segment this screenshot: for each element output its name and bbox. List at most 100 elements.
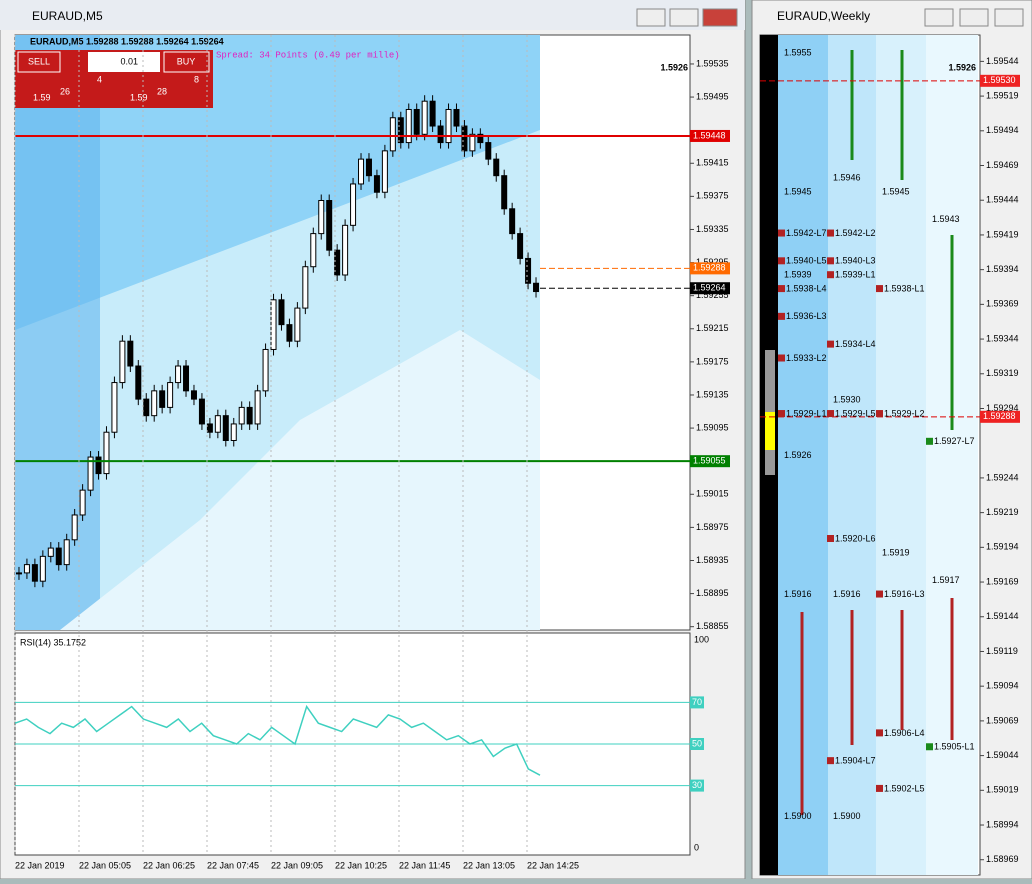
price-label: 1.59264 bbox=[693, 283, 726, 293]
candle-body bbox=[421, 100, 428, 135]
level-label: 1.5945 bbox=[784, 186, 812, 196]
candle-body bbox=[71, 514, 78, 541]
level-label: 1.5940-L3 bbox=[835, 256, 876, 266]
y-tick-label: 1.59094 bbox=[986, 681, 1019, 691]
minimize[interactable] bbox=[924, 8, 954, 27]
level-label: 1.5955 bbox=[784, 47, 812, 57]
level-label: 1.5900 bbox=[833, 811, 861, 821]
level-label: 1.5939 bbox=[784, 270, 812, 280]
candle-body bbox=[167, 382, 174, 408]
candle-body bbox=[63, 539, 70, 566]
y-tick-label: 1.59444 bbox=[986, 195, 1019, 205]
level-label: 1.5917 bbox=[932, 575, 960, 585]
candle-body bbox=[413, 108, 420, 135]
maximize[interactable] bbox=[959, 8, 989, 27]
level-box bbox=[778, 312, 785, 320]
x-tick-label: 22 Jan 13:05 bbox=[463, 860, 515, 870]
candle-body bbox=[389, 117, 396, 152]
level-label: 1.5900 bbox=[784, 811, 812, 821]
level-tag bbox=[690, 129, 730, 142]
candle-body bbox=[397, 117, 404, 144]
candle-body bbox=[246, 406, 253, 425]
level-label: 1.5906-L4 bbox=[884, 728, 925, 738]
y-tick-label: 1.59495 bbox=[696, 91, 729, 101]
lot-input[interactable] bbox=[88, 52, 160, 72]
y-tick-label: 1.59369 bbox=[986, 299, 1019, 309]
x-tick-label: 22 Jan 10:25 bbox=[335, 860, 387, 870]
level-tag bbox=[690, 455, 730, 468]
level-label: 1.5920-L6 bbox=[835, 533, 876, 543]
x-tick-label: 22 Jan 09:05 bbox=[271, 860, 323, 870]
level-label: 1.5916 bbox=[833, 589, 861, 599]
candle-body bbox=[461, 125, 468, 152]
rsi-tag bbox=[690, 779, 704, 792]
candle-body bbox=[437, 125, 444, 144]
y-tick-label: 1.59044 bbox=[986, 750, 1019, 760]
level-box bbox=[778, 410, 785, 418]
level-label: 1.5929-L2 bbox=[884, 408, 925, 418]
candle-body bbox=[79, 489, 86, 516]
level-box bbox=[778, 285, 785, 293]
y-tick-label: 1.59335 bbox=[696, 224, 729, 234]
level-box bbox=[827, 340, 834, 348]
level-label: 1.5904-L7 bbox=[835, 756, 876, 766]
candle-body bbox=[509, 208, 516, 235]
candle-body bbox=[238, 406, 245, 425]
candle-body bbox=[453, 108, 460, 127]
candle-body bbox=[254, 390, 261, 425]
big-price: 1.5926 bbox=[948, 62, 976, 72]
sell-button[interactable] bbox=[17, 51, 61, 73]
level-label: 1.5942-L2 bbox=[835, 228, 876, 238]
candle-body bbox=[159, 390, 166, 408]
level-label: 1.5927-L7 bbox=[934, 436, 975, 446]
candle-body bbox=[262, 348, 269, 392]
level-label: 1.5942-L7 bbox=[786, 228, 827, 238]
candle-body bbox=[469, 133, 476, 152]
close[interactable] bbox=[994, 8, 1024, 27]
candle-body bbox=[318, 200, 325, 235]
level-box bbox=[827, 757, 834, 765]
bid-tail: 4 bbox=[97, 74, 102, 84]
x-tick-label: 22 Jan 06:25 bbox=[143, 860, 195, 870]
level-label: 1.5916 bbox=[784, 589, 812, 599]
big-price: 1.5926 bbox=[660, 62, 688, 72]
sell-label: SELL bbox=[28, 56, 50, 66]
price-tag bbox=[690, 262, 730, 275]
buy-button[interactable] bbox=[163, 51, 210, 73]
y-tick-label: 1.59194 bbox=[986, 542, 1019, 552]
level-label: 1.5926 bbox=[784, 450, 812, 460]
level-box bbox=[778, 229, 785, 237]
y-tick-label: 1.59215 bbox=[696, 323, 729, 333]
y-tick-label: 1.59319 bbox=[986, 368, 1019, 378]
candle-body bbox=[278, 299, 285, 326]
candle-body bbox=[119, 340, 126, 384]
candle-body bbox=[143, 398, 150, 417]
y-tick-label: 1.58855 bbox=[696, 621, 729, 631]
y-tick-label: 100 bbox=[694, 634, 709, 644]
candle-body bbox=[230, 423, 237, 441]
level-box bbox=[827, 257, 834, 265]
candle-body bbox=[429, 100, 436, 127]
band bbox=[60, 330, 540, 630]
level-box bbox=[876, 590, 883, 598]
maximize[interactable] bbox=[669, 8, 699, 27]
candle-body bbox=[445, 108, 452, 144]
minimize[interactable] bbox=[636, 8, 666, 27]
column-bg bbox=[828, 35, 876, 875]
level-label: 1.5905-L1 bbox=[934, 742, 975, 752]
level-label: 1.5933-L2 bbox=[786, 353, 827, 363]
y-tick-label: 1.59069 bbox=[986, 715, 1019, 725]
y-tick-label: 1.59219 bbox=[986, 507, 1019, 517]
candle-body bbox=[302, 266, 309, 309]
rsi-title: RSI(14) 35.1752 bbox=[20, 637, 86, 647]
level-label: 1.5938-L1 bbox=[884, 283, 925, 293]
candle-body bbox=[294, 307, 301, 342]
close[interactable] bbox=[702, 8, 738, 27]
level-label: 1.5916-L3 bbox=[884, 589, 925, 599]
candle-body bbox=[190, 390, 197, 400]
candle-body bbox=[151, 390, 158, 417]
candle-body bbox=[23, 564, 30, 574]
x-tick-label: 22 Jan 07:45 bbox=[207, 860, 259, 870]
y-tick-label: 1.59519 bbox=[986, 90, 1019, 100]
